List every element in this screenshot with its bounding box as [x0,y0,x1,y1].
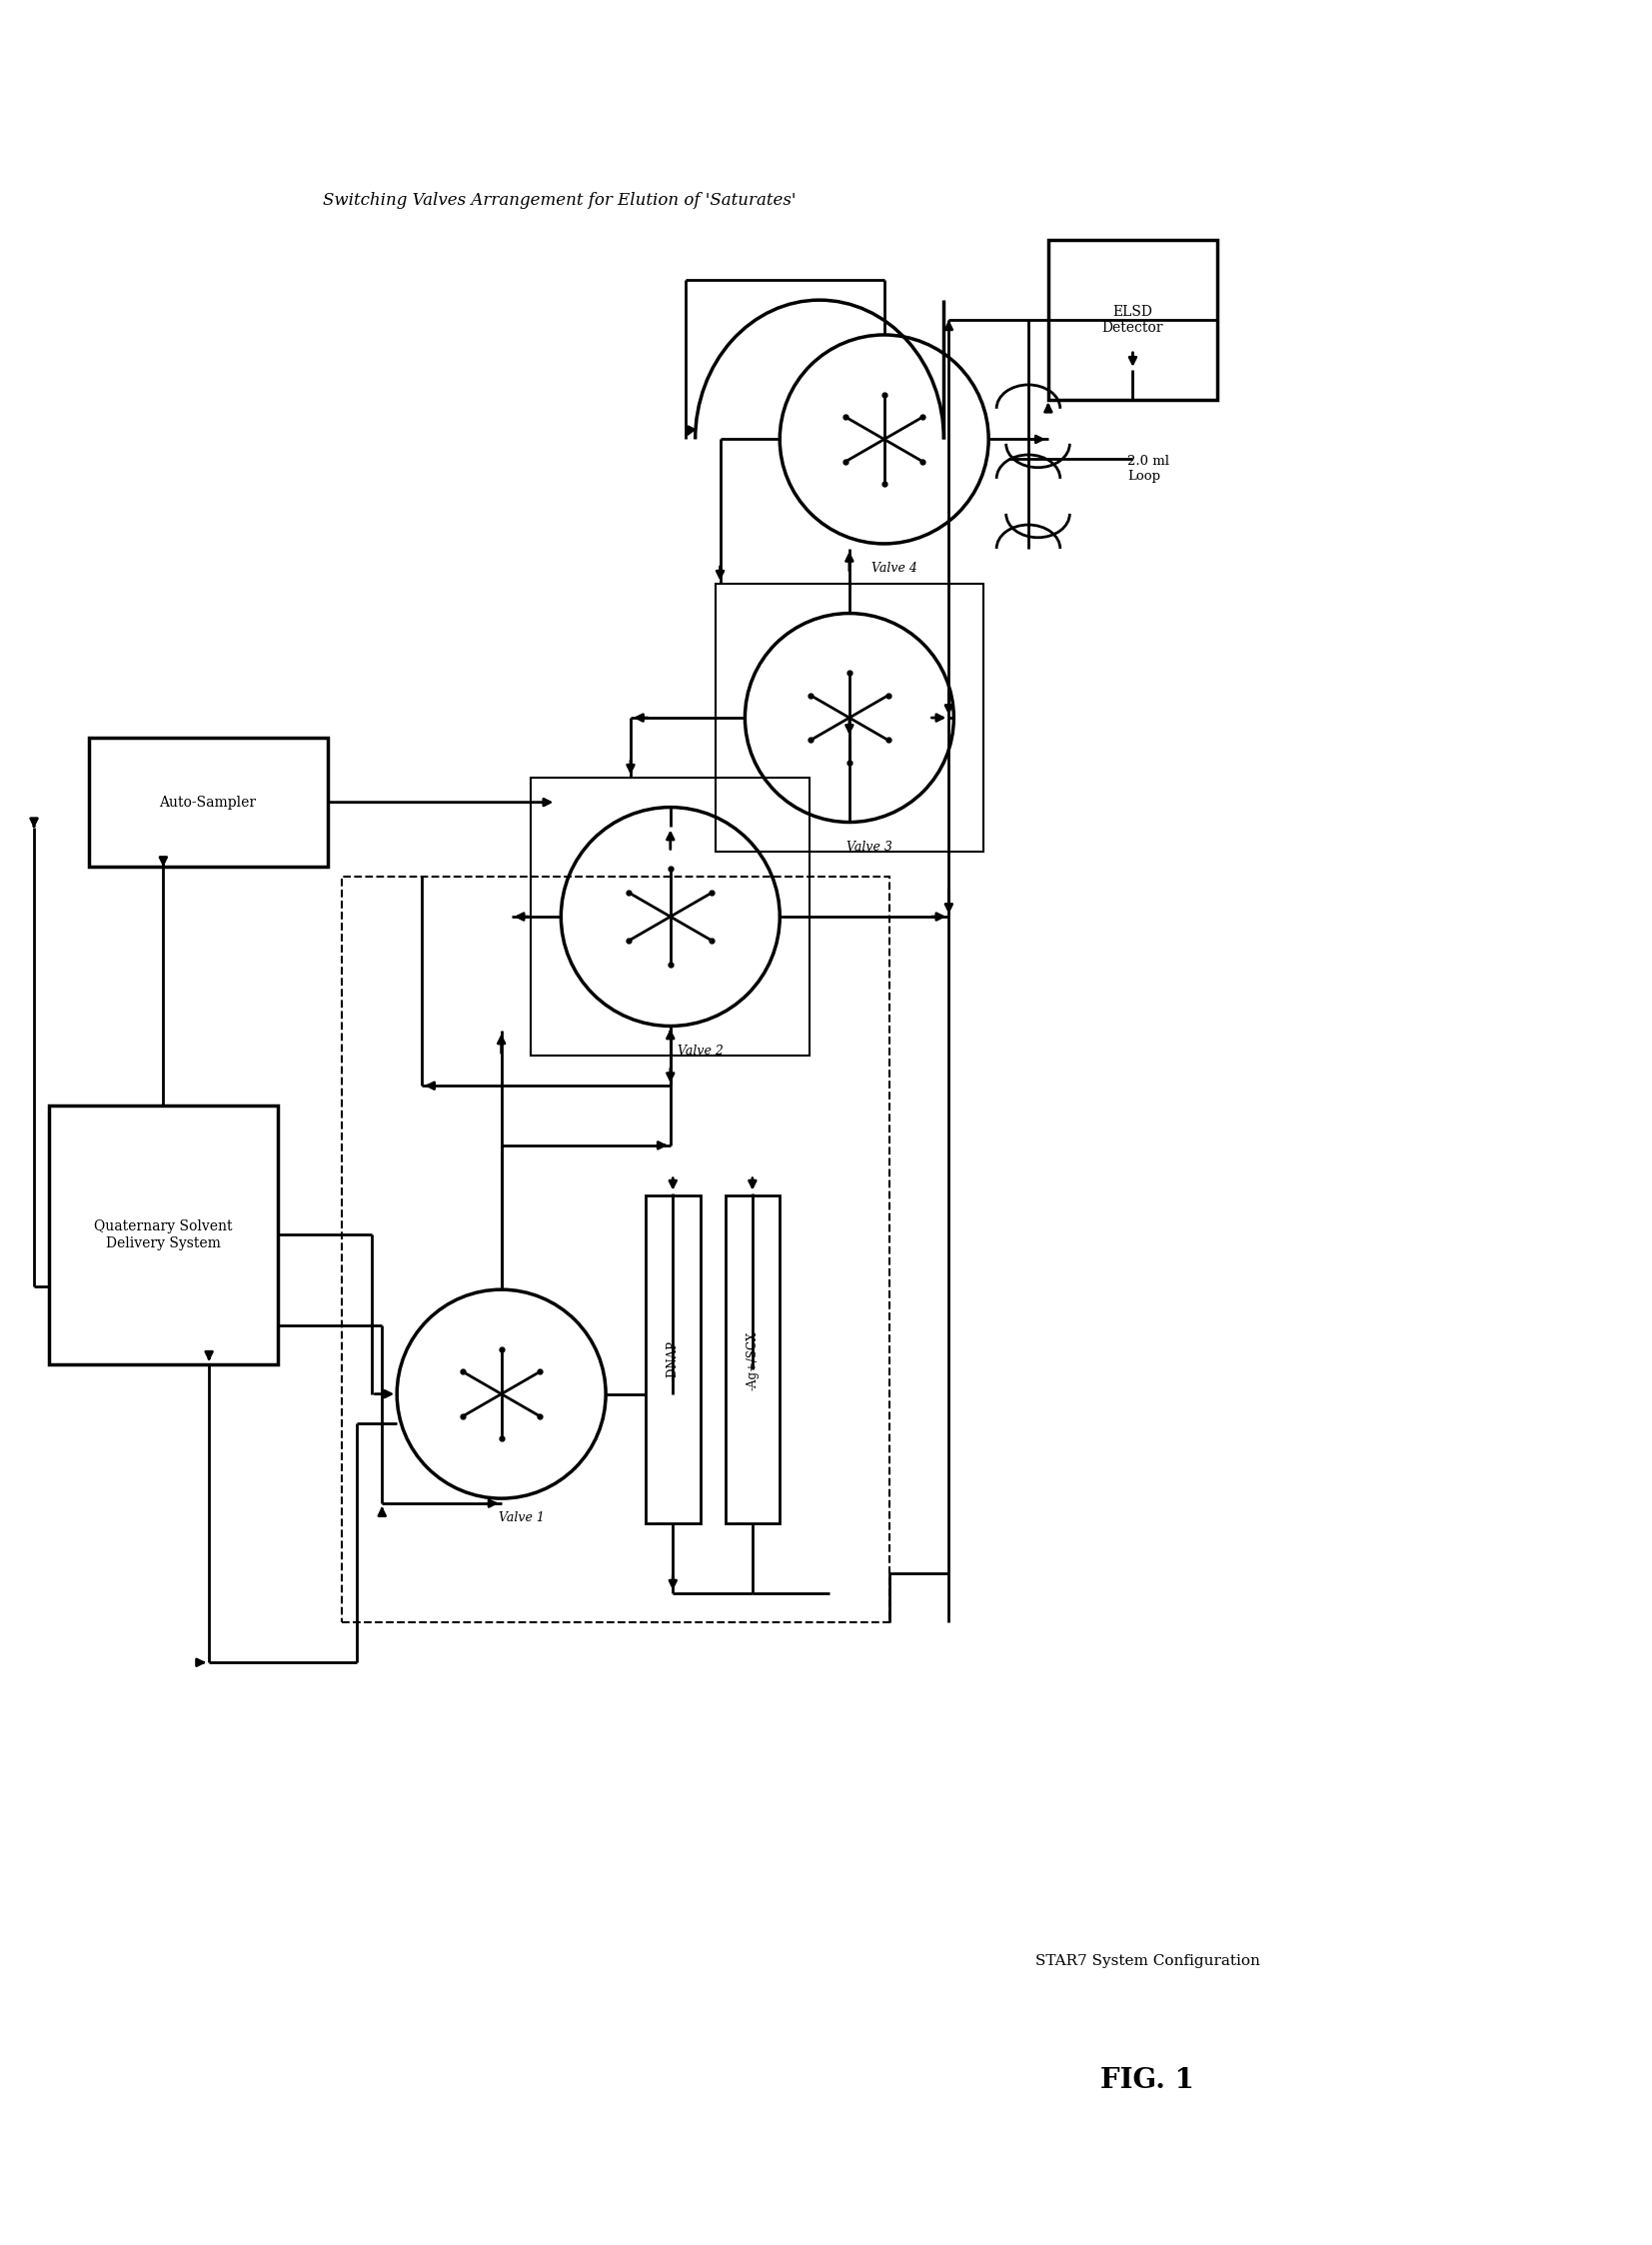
Text: 2.0 ml
Loop: 2.0 ml Loop [1128,456,1170,483]
Text: Auto-Sampler: Auto-Sampler [160,795,256,808]
Text: Valve 4: Valve 4 [871,561,917,575]
Text: Quaternary Solvent
Delivery System: Quaternary Solvent Delivery System [94,1219,233,1250]
Bar [1049,240,1218,400]
Text: ELSD
Detector: ELSD Detector [1102,305,1163,335]
Bar [342,878,889,1623]
Bar [725,1194,780,1524]
Bar [646,1194,700,1524]
Bar [715,584,983,853]
Text: FIG. 1: FIG. 1 [1100,2068,1194,2095]
Text: Valve 1: Valve 1 [499,1511,544,1524]
Bar [50,1105,278,1365]
Text: -DNAP-: -DNAP- [666,1338,679,1381]
Text: -Ag+/SCX-: -Ag+/SCX- [747,1327,758,1390]
Text: Valve 3: Valve 3 [846,840,892,853]
Bar [532,777,809,1055]
Text: Valve 2: Valve 2 [677,1044,724,1057]
Text: STAR7 System Configuration: STAR7 System Configuration [1036,1953,1260,1969]
Text: Switching Valves Arrangement for Elution of 'Saturates': Switching Valves Arrangement for Elution… [322,193,796,209]
Bar [89,739,327,867]
